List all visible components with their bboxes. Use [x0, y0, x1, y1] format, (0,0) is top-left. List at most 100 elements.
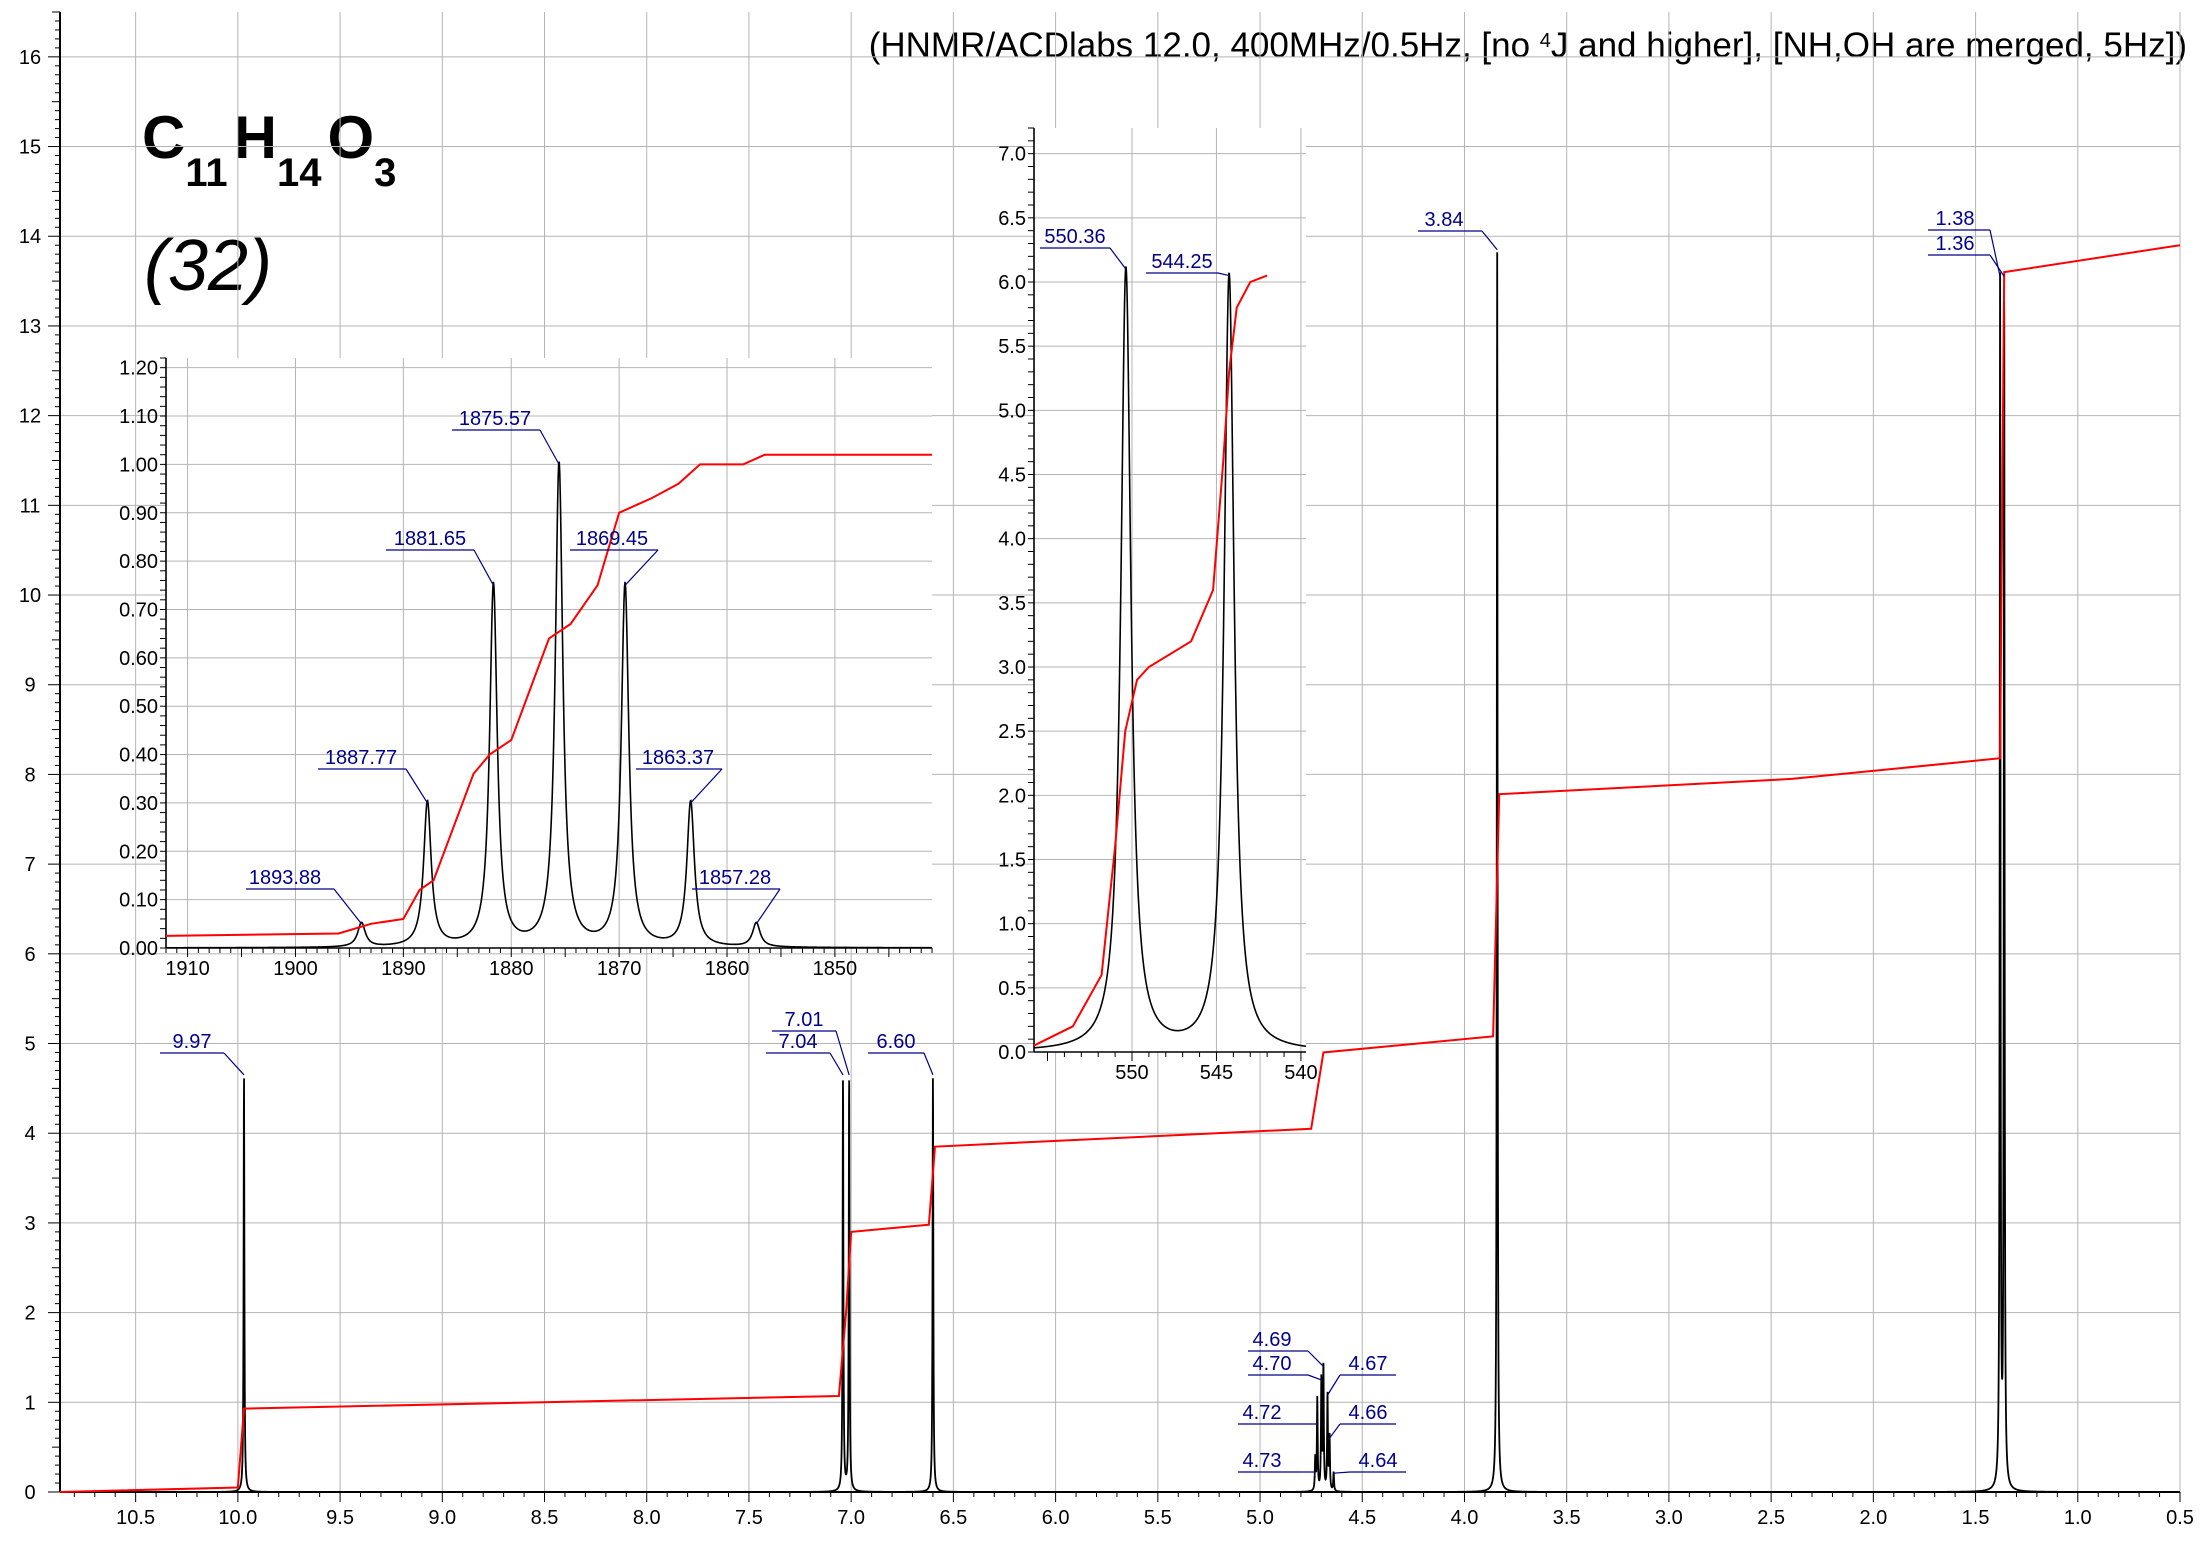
- y-tick-label: 12: [19, 406, 41, 428]
- formula-o-count: 3: [374, 151, 397, 195]
- x-tick-label: 1.0: [2064, 1507, 2092, 1529]
- x-tick-label: 4.5: [1348, 1507, 1376, 1529]
- inset-integral-curve: [165, 453, 932, 937]
- x-tick-label: 10.0: [218, 1507, 257, 1529]
- inset-y-tick-label: 6.0: [998, 272, 1026, 294]
- peak-label-4-73: 4.73: [1238, 1450, 1316, 1473]
- peak-label-text: 1.38: [1936, 208, 1975, 230]
- peak-label-4-72: 4.72: [1238, 1402, 1318, 1425]
- header-suffix: J and higher], [NH,OH are merged, 5Hz]): [1550, 26, 2187, 65]
- peak-label-leader: [835, 1030, 850, 1076]
- inset-peak-label: 1869.45: [570, 528, 659, 586]
- y-tick-label: 5: [24, 1034, 35, 1056]
- peak-label-text: 4.69: [1253, 1329, 1292, 1351]
- x-tick-label: 3.5: [1553, 1507, 1581, 1529]
- peak-label-leader: [1333, 1471, 1351, 1474]
- peak-label-leader: [1481, 230, 1498, 251]
- inset-y-tick-label: 0.60: [119, 648, 158, 670]
- molecular-formula: C11H14O3: [142, 108, 402, 194]
- inset-y-tick-label: 0.90: [119, 503, 158, 525]
- y-tick-label: 10: [19, 585, 41, 607]
- peak-label-text: 1881.65: [394, 528, 466, 550]
- peak-label-text: 9.97: [173, 1031, 212, 1053]
- inset-x-tick-label: 550: [1115, 1062, 1148, 1084]
- formula-c-count: 11: [185, 151, 228, 195]
- y-tick-label: 8: [24, 764, 35, 786]
- inset-y-tick-label: 5.0: [998, 400, 1026, 422]
- compound-number: (32): [144, 226, 273, 306]
- inset-y-tick-label: 0.30: [119, 793, 158, 815]
- x-tick-label: 8.0: [633, 1507, 661, 1529]
- inset-peak-label: 1881.65: [386, 528, 494, 586]
- spectrum-trace: [60, 252, 2180, 1493]
- peak-label-4-64: 4.64: [1333, 1450, 1406, 1474]
- peak-label-leader: [1989, 254, 2005, 277]
- inset-y-tick-label: 5.5: [998, 336, 1026, 358]
- x-tick-label: 7.5: [735, 1507, 763, 1529]
- inset-x-tick-label: 1880: [489, 958, 534, 980]
- peak-label-text: 550.36: [1044, 226, 1105, 248]
- peak-label-6-60: 6.60: [868, 1031, 934, 1076]
- x-tick-label: 6.0: [1042, 1507, 1070, 1529]
- inset-545hz-plot: 550 545 540 0.0 0.5 1.0 1.5 2.0 2.5 3.0 3.5 4.0 4.5 5…: [998, 127, 1318, 1084]
- inset-x-tick-label: 1910: [165, 958, 210, 980]
- peak-label-leader: [333, 888, 362, 925]
- y-tick-label: 1: [24, 1392, 35, 1414]
- main-spectrum-plot: 10.5 10.0 9.5 9.0 8.5 8.0 7.5 7.0 6.5 6.0 5.5 5.0 4.…: [19, 11, 2194, 1529]
- peak-label-leader: [690, 768, 723, 804]
- inset-peak-label: 1887.77: [318, 747, 428, 804]
- peak-label-text: 1893.88: [249, 867, 321, 889]
- inset-y-tick-label: 1.00: [119, 454, 158, 476]
- inset-y-tick-label: 0.10: [119, 890, 158, 912]
- inset-y-tick-label: 0.5: [998, 978, 1026, 1000]
- inset-peak-label: 550.36: [1040, 226, 1127, 270]
- peak-label-text: 7.04: [779, 1031, 818, 1053]
- x-tick-label: 9.0: [428, 1507, 456, 1529]
- peak-label-text: 1869.45: [576, 528, 648, 550]
- inset-y-tick-label: 1.5: [998, 850, 1026, 872]
- x-tick-label: 2.0: [1859, 1507, 1887, 1529]
- inset-x-tick-label: 1890: [381, 958, 426, 980]
- inset-y-tick-label: 2.0: [998, 785, 1026, 807]
- inset-y-tick-label: 0.20: [119, 841, 158, 863]
- inset-x-tick-label: 1900: [273, 958, 318, 980]
- inset-y-tick-label: 0.00: [119, 938, 158, 960]
- inset-peak-label: 1863.37: [636, 747, 723, 804]
- peak-label-leader: [1307, 1350, 1324, 1367]
- peak-label-text: 1863.37: [642, 747, 714, 769]
- peak-label-9-97: 9.97: [160, 1031, 245, 1076]
- y-tick-label: 9: [24, 675, 35, 697]
- integral-curve: [59, 244, 2181, 1493]
- inset-y-tick-label: 4.5: [998, 465, 1026, 487]
- x-tick-label: 5.0: [1246, 1507, 1274, 1529]
- inset-y-tick-label: 3.0: [998, 657, 1026, 679]
- inset-x-tick-label: 1860: [705, 958, 750, 980]
- peak-label-text: 544.25: [1151, 251, 1212, 273]
- inset-peak-label: 1875.57: [452, 408, 560, 465]
- inset-x-tick-label: 545: [1200, 1062, 1233, 1084]
- inset-y-tick-label: 0.50: [119, 696, 158, 718]
- y-tick-label: 6: [24, 944, 35, 966]
- peak-label-3-84: 3.84: [1418, 209, 1498, 251]
- inset-y-tick-label: 7.0: [998, 144, 1026, 166]
- inset-1860hz-plot: 1910 1900 1890 1880 1870 1860 1850 0.00 0.10 0.20…: [119, 357, 933, 980]
- x-tick-label: 6.5: [939, 1507, 967, 1529]
- peak-label-leader: [1307, 1374, 1322, 1381]
- peak-label-7-04: 7.04: [766, 1031, 844, 1076]
- peak-label-7-01: 7.01: [772, 1009, 850, 1076]
- peak-label-leader: [1329, 1423, 1341, 1439]
- peak-label-text: 1857.28: [699, 867, 771, 889]
- peak-label-leader: [1217, 272, 1230, 277]
- x-tick-label: 7.0: [837, 1507, 865, 1529]
- y-tick-label: 11: [20, 495, 41, 517]
- inset-y-tick-label: 0.70: [119, 599, 158, 621]
- x-tick-label: 9.5: [326, 1507, 354, 1529]
- peak-label-leader: [473, 549, 494, 586]
- peak-label-leader: [223, 1052, 245, 1076]
- inset-background: [166, 358, 932, 948]
- peak-label-leader: [755, 888, 781, 925]
- inset-peak-label: 1893.88: [246, 867, 362, 925]
- peak-label-text: 4.70: [1253, 1353, 1292, 1375]
- peak-label-leader: [923, 1052, 934, 1076]
- peak-label-text: 1875.57: [459, 408, 531, 430]
